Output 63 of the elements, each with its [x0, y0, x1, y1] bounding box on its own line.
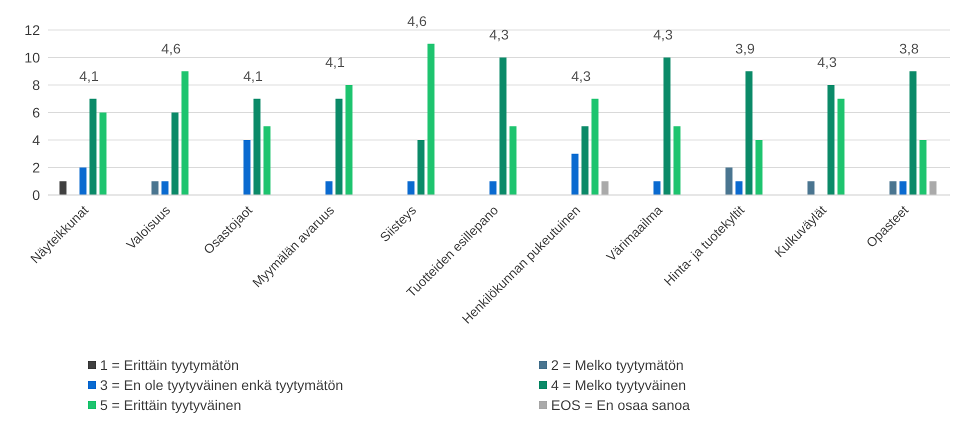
- bar: [499, 58, 506, 195]
- bar: [171, 112, 178, 195]
- y-tick-label: 12: [24, 22, 40, 38]
- text: 4,6: [407, 12, 427, 29]
- annotation: 4,3: [653, 26, 673, 42]
- bar: [335, 98, 342, 195]
- y-tick-label: 6: [32, 104, 40, 120]
- legend-label: 2 = Melko tyytymätön: [551, 357, 684, 373]
- bar: [919, 140, 926, 195]
- legend-label: EOS = En osaa sanoa: [551, 397, 690, 413]
- bar: [571, 154, 578, 195]
- bar: [253, 98, 260, 195]
- bar: [181, 71, 188, 195]
- bar: [807, 181, 814, 195]
- annotation: 4,1: [79, 68, 99, 84]
- bar: [489, 181, 496, 195]
- bar: [837, 98, 844, 195]
- bar: [725, 168, 732, 195]
- bar: [243, 140, 250, 195]
- bar: [827, 85, 834, 195]
- annotation: 4,3: [571, 68, 591, 84]
- bar: [889, 181, 896, 195]
- bar: [929, 181, 936, 195]
- y-tick-label: 0: [32, 186, 40, 203]
- bar: [151, 181, 158, 195]
- annotation: 3,8: [899, 40, 919, 56]
- annotation: 4,6: [161, 40, 181, 56]
- annotation: 4,3: [817, 54, 837, 70]
- bar: [345, 85, 352, 195]
- y-tick-label: 4: [32, 132, 40, 148]
- bar: [735, 181, 742, 195]
- bar: [673, 126, 680, 195]
- bar: [755, 140, 762, 195]
- bar: [407, 181, 414, 195]
- annotation: 3,9: [735, 40, 755, 56]
- bar: [89, 98, 96, 195]
- annotation: 4,3: [489, 26, 509, 42]
- bar: [601, 181, 608, 195]
- bar: [653, 181, 660, 195]
- legend-label: 1 = Erittäin tyytymätön: [100, 357, 239, 373]
- bar: [417, 140, 424, 195]
- bar: [745, 71, 752, 195]
- bar: [427, 44, 434, 195]
- bar: [899, 181, 906, 195]
- legend-label: 5 = Erittäin tyytyväinen: [100, 397, 242, 413]
- legend-label: 4 = Melko tyytyväinen: [551, 377, 686, 393]
- bar: [99, 112, 106, 195]
- bar: [509, 126, 516, 195]
- bar: [79, 168, 86, 195]
- legend-label: 3 = En ole tyytyväinen enkä tyytymätön: [100, 377, 344, 393]
- bar: [325, 181, 332, 195]
- bar: [59, 181, 66, 195]
- bar: [663, 58, 670, 195]
- bar: [161, 181, 168, 195]
- y-tick-label: 8: [32, 76, 40, 93]
- bar: [263, 126, 270, 195]
- bar: [591, 98, 598, 195]
- annotation: 4,1: [243, 68, 263, 84]
- annotation: 4,1: [325, 54, 345, 70]
- bar: [909, 71, 916, 195]
- y-tick-label: 10: [24, 49, 40, 66]
- y-tick-label: 2: [32, 159, 40, 176]
- bar: [581, 126, 588, 195]
